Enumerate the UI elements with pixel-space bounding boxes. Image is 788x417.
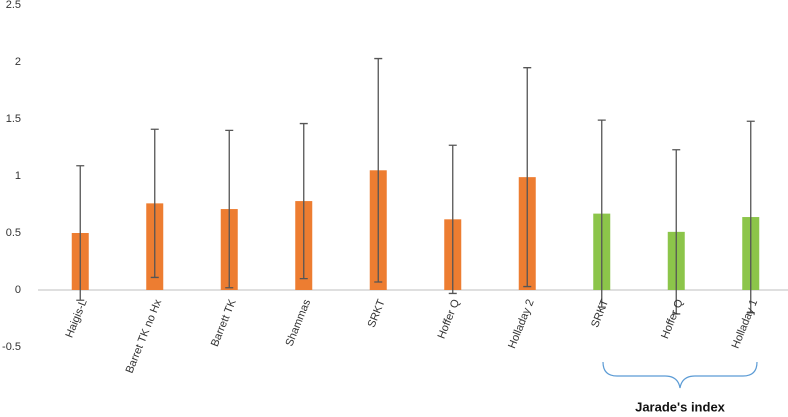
x-tick-label: Barret TK no Hx bbox=[124, 297, 165, 375]
error-bar bbox=[448, 144, 457, 295]
error-bar bbox=[523, 67, 532, 288]
x-tick-label: Hoffer Q bbox=[659, 297, 686, 340]
error-bar bbox=[299, 122, 308, 280]
annotation: Jarade's index bbox=[635, 399, 726, 414]
y-tick-label: 2.5 bbox=[6, 0, 21, 11]
x-tick-label: Haigis-L bbox=[63, 298, 89, 340]
error-bar bbox=[597, 119, 606, 308]
x-tick-label: SRKT bbox=[366, 297, 388, 329]
error-bar bbox=[225, 129, 234, 289]
error-bar bbox=[746, 120, 755, 314]
x-tick-label: Holladay 1 bbox=[730, 298, 761, 351]
y-tick-label: -0.5 bbox=[2, 341, 21, 353]
y-tick-label: 0 bbox=[15, 284, 21, 296]
error-bar bbox=[76, 165, 85, 301]
x-tick-label: SRKT bbox=[589, 297, 611, 329]
error-bar bbox=[672, 149, 681, 315]
y-tick-label: 0.5 bbox=[6, 227, 21, 239]
y-tick-label: 1 bbox=[15, 170, 21, 182]
group-brace bbox=[602, 361, 758, 389]
error-bar bbox=[374, 57, 383, 283]
error-bar bbox=[150, 128, 159, 279]
x-tick-label: Hoffer Q bbox=[436, 297, 463, 340]
y-tick-label: 1.5 bbox=[6, 113, 21, 125]
x-tick-label: Barrett TK bbox=[209, 297, 239, 348]
x-tick-label: Holladay 2 bbox=[506, 298, 537, 351]
y-tick-label: 2 bbox=[15, 56, 21, 68]
x-tick-label: Shammas bbox=[284, 297, 314, 348]
